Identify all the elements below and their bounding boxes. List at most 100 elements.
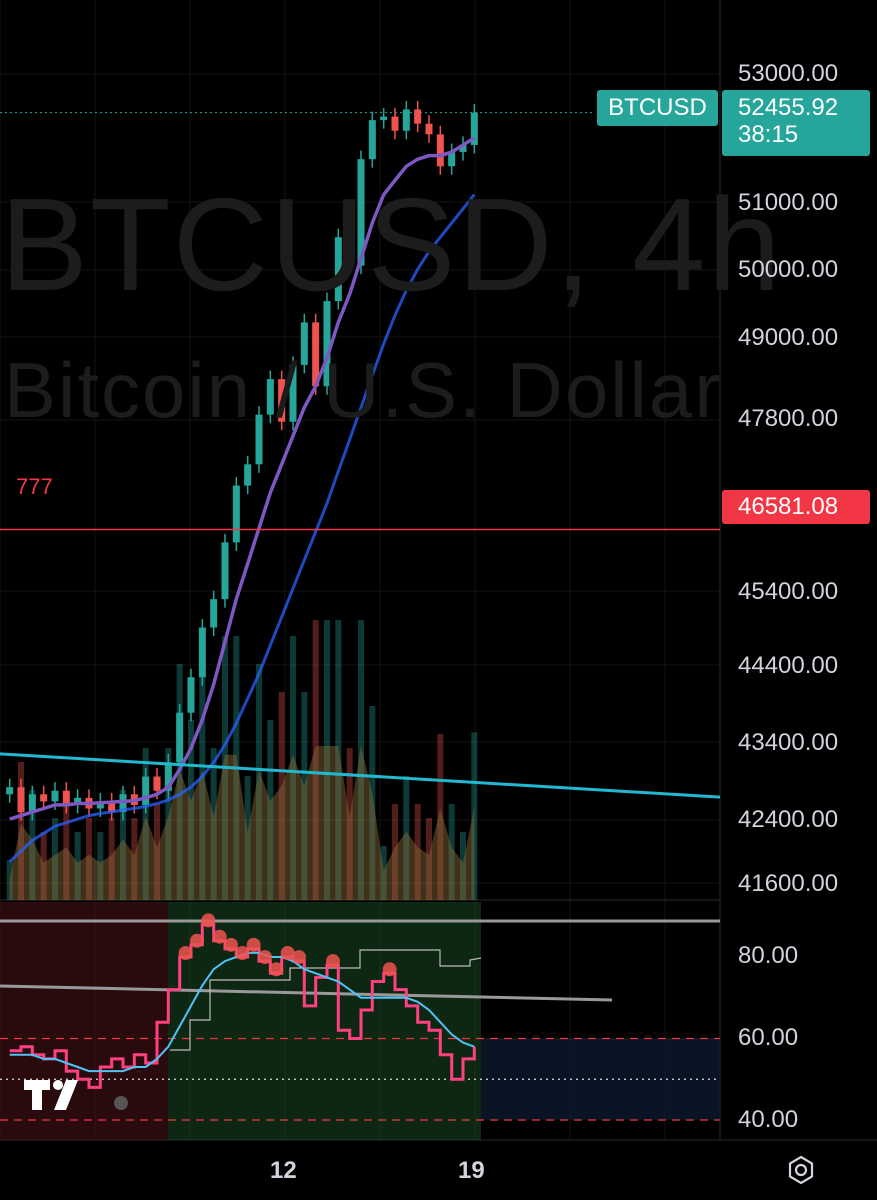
rsi-signal-dot xyxy=(292,950,306,965)
symbol-tag[interactable]: BTCUSD xyxy=(597,90,718,126)
alert-line-label[interactable]: 777 xyxy=(16,474,53,499)
volume-bar xyxy=(188,720,194,900)
candle-body xyxy=(448,152,456,167)
rsi-signal-dot xyxy=(280,946,295,960)
bar-countdown: 38:15 xyxy=(738,121,799,148)
candle-body xyxy=(368,120,376,160)
volume-bar xyxy=(176,664,183,900)
volume-bar xyxy=(244,776,251,900)
candle-body xyxy=(436,134,444,167)
candle-body xyxy=(164,762,172,791)
candle-body xyxy=(232,485,240,543)
candle-body xyxy=(62,790,70,805)
volume-bar xyxy=(29,790,36,900)
rsi-signal-dot xyxy=(201,913,216,928)
candle-body xyxy=(380,116,388,121)
candle-body xyxy=(414,109,422,124)
price-axis-tick: 53000.00 xyxy=(738,60,839,87)
candle-body xyxy=(402,109,410,131)
candle-body xyxy=(198,627,206,678)
candle-body xyxy=(153,776,161,791)
candle-body xyxy=(334,237,342,302)
volume-bar xyxy=(335,620,342,900)
candle-body xyxy=(142,776,150,805)
volume-bar xyxy=(414,804,421,900)
price-axis-tick: 43400.00 xyxy=(738,729,839,756)
trendline xyxy=(0,752,721,799)
alert-price-tag[interactable]: 46581.08 xyxy=(722,490,870,524)
rsi-signal-dot xyxy=(178,946,193,960)
rsi-signal-dot xyxy=(382,962,397,977)
candle-body xyxy=(300,322,308,365)
volume-bar xyxy=(108,818,115,900)
volume-bar xyxy=(18,762,24,900)
volume-bar xyxy=(154,804,160,900)
rsi-signal-dot xyxy=(190,933,204,948)
volume-bar xyxy=(131,818,138,900)
volume-bar xyxy=(210,748,217,900)
rsi-signal-dot xyxy=(114,1096,128,1110)
volume-bar xyxy=(471,732,478,900)
candle-body xyxy=(244,464,252,486)
candle-body xyxy=(74,797,82,805)
volume-bar xyxy=(40,832,47,900)
volume-bar xyxy=(403,776,410,900)
rsi-drawn-trendline xyxy=(0,984,613,1002)
last-price-tag[interactable]: 52455.92 38:15 xyxy=(722,90,870,156)
last-price-value: 52455.92 xyxy=(738,94,839,121)
candle-body xyxy=(119,794,127,813)
volume-bar xyxy=(63,804,70,900)
candle-body xyxy=(17,787,25,813)
volume-bar xyxy=(256,664,262,900)
candle-body xyxy=(221,542,229,600)
volume-bar xyxy=(426,818,432,900)
volume-bar xyxy=(52,818,58,900)
volume-bar xyxy=(74,832,81,900)
volume-bar xyxy=(290,636,296,900)
volume-bar xyxy=(120,790,126,900)
rsi-bear-zone xyxy=(0,902,168,1140)
ema-fast-line xyxy=(9,136,476,821)
volume-bar xyxy=(97,832,104,900)
volume-bar xyxy=(165,748,172,900)
volume-bar xyxy=(267,720,274,900)
rsi-signal-dot xyxy=(235,946,250,960)
rsi-signal-dot xyxy=(269,962,284,977)
rsi-signal-dot xyxy=(224,937,238,952)
candle-body xyxy=(6,787,14,795)
candle-body xyxy=(357,159,365,266)
volume-bar xyxy=(369,706,376,900)
volume-bar xyxy=(380,846,387,900)
candle-body xyxy=(323,301,331,387)
volume-bar xyxy=(6,860,13,900)
volume-bar xyxy=(142,748,149,900)
candle-body xyxy=(28,794,36,813)
volume-bar xyxy=(312,620,319,900)
volume-bar xyxy=(448,804,455,900)
price-axis-tick: 44400.00 xyxy=(738,652,839,679)
volume-bar xyxy=(392,804,398,900)
gear-settings-icon[interactable] xyxy=(786,1155,816,1185)
rsi-signal-dot xyxy=(258,950,272,965)
candle-body xyxy=(96,801,104,809)
price-axis-tick: 49000.00 xyxy=(738,324,839,351)
rsi-axis-tick: 80.00 xyxy=(738,942,799,969)
candle-body xyxy=(108,801,116,813)
time-axis-tick: 19 xyxy=(458,1157,485,1184)
volume-bar xyxy=(358,620,364,900)
ema-slow-line xyxy=(8,193,476,863)
volume-bar xyxy=(324,620,330,900)
candle-body xyxy=(40,794,48,802)
candle-body xyxy=(210,599,218,628)
candle-body xyxy=(51,790,59,802)
rsi-signal-dot xyxy=(246,937,261,952)
price-axis-tick: 45400.00 xyxy=(738,578,839,605)
candle-body xyxy=(176,712,184,763)
volume-bar xyxy=(460,832,466,900)
rsi-step-overlay xyxy=(170,949,482,1051)
candle-body xyxy=(255,414,263,465)
price-axis-tick: 42400.00 xyxy=(738,806,839,833)
volume-ma-area xyxy=(9,746,475,900)
price-axis-tick: 50000.00 xyxy=(738,256,839,283)
